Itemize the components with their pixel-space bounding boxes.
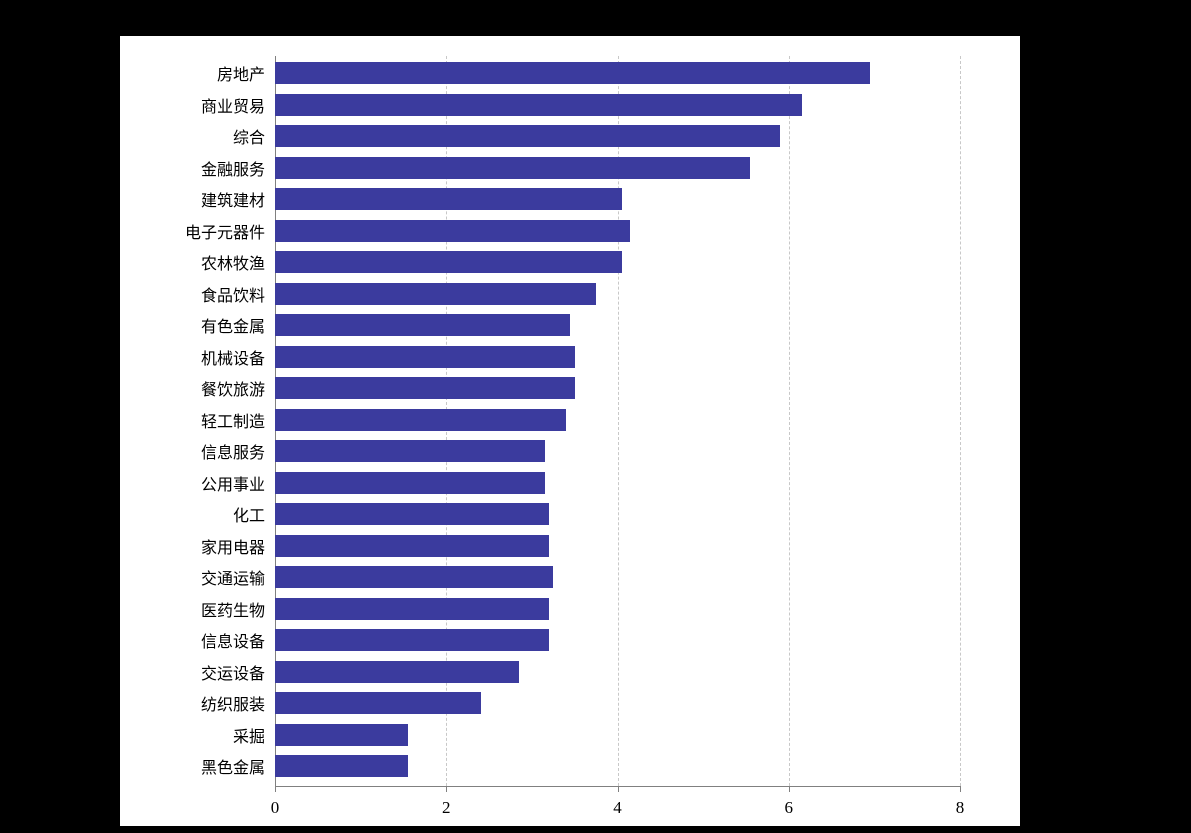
y-axis-label: 农林牧渔	[201, 250, 265, 274]
bar	[275, 661, 519, 683]
bar	[275, 472, 545, 494]
bar	[275, 62, 870, 84]
x-axis-label: 6	[785, 798, 794, 818]
bar	[275, 251, 622, 273]
bar	[275, 125, 780, 147]
y-axis-label: 医药生物	[201, 597, 265, 621]
y-axis-label: 黑色金属	[201, 754, 265, 778]
y-axis-label: 化工	[233, 502, 265, 526]
y-axis-label: 综合	[233, 124, 265, 148]
y-axis-label: 采掘	[233, 723, 265, 747]
plot-area: 02468房地产商业贸易综合金融服务建筑建材电子元器件农林牧渔食品饮料有色金属机…	[275, 56, 960, 786]
y-axis-label: 信息服务	[201, 439, 265, 463]
y-axis-label: 纺织服装	[201, 691, 265, 715]
y-axis-label: 交运设备	[201, 660, 265, 684]
y-axis-label: 餐饮旅游	[201, 376, 265, 400]
y-axis-label: 公用事业	[201, 471, 265, 495]
gridline	[789, 56, 790, 786]
bar	[275, 314, 570, 336]
x-axis-label: 0	[271, 798, 280, 818]
bar	[275, 409, 566, 431]
y-axis-label: 建筑建材	[201, 187, 265, 211]
y-axis-label: 轻工制造	[201, 408, 265, 432]
y-axis-label: 有色金属	[201, 313, 265, 337]
bar	[275, 157, 750, 179]
x-axis	[275, 786, 960, 787]
chart-panel: 0 2 4 6 8 房地产商业贸易综合金融服务建筑建材电子元器件农林牧渔食品饮料有色金属机…	[120, 36, 1020, 826]
y-axis-label: 电子元器件	[185, 219, 265, 243]
y-axis-label: 商业贸易	[201, 93, 265, 117]
x-axis-label: 4	[613, 798, 622, 818]
x-tick	[960, 786, 961, 792]
y-axis-label: 机械设备	[201, 345, 265, 369]
gridline	[960, 56, 961, 786]
y-axis-label: 交通运输	[201, 565, 265, 589]
x-axis-label: 2	[442, 798, 451, 818]
x-axis-label: 8	[956, 798, 965, 818]
y-axis-label: 食品饮料	[201, 282, 265, 306]
y-axis-label: 家用电器	[201, 534, 265, 558]
bar	[275, 440, 545, 462]
bar	[275, 692, 481, 714]
bar	[275, 283, 596, 305]
y-axis-label: 金融服务	[201, 156, 265, 180]
bar	[275, 755, 408, 777]
bar	[275, 503, 549, 525]
y-axis-label: 房地产	[217, 61, 265, 85]
bar	[275, 598, 549, 620]
bar	[275, 724, 408, 746]
bar	[275, 220, 630, 242]
bar	[275, 566, 553, 588]
bar	[275, 535, 549, 557]
bar	[275, 188, 622, 210]
bar	[275, 346, 575, 368]
y-axis-label: 信息设备	[201, 628, 265, 652]
bar	[275, 94, 802, 116]
bar	[275, 629, 549, 651]
bar	[275, 377, 575, 399]
